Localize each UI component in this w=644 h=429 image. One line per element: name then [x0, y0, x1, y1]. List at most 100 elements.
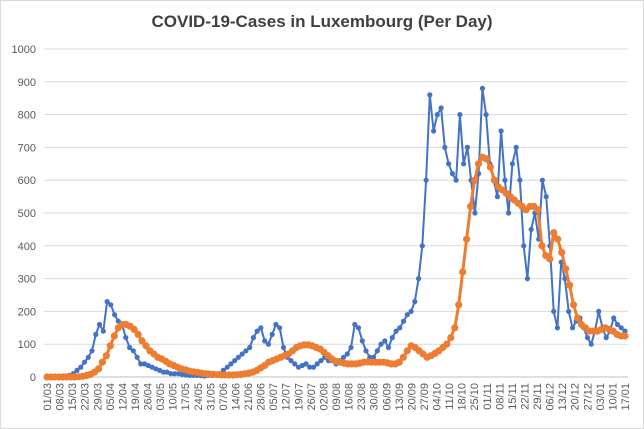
series-point-0	[551, 308, 557, 314]
series-point-1	[102, 352, 110, 360]
x-tick-label: 06/12	[545, 383, 557, 411]
series-point-1	[534, 206, 542, 214]
series-point-0	[134, 354, 140, 360]
series-point-0	[554, 325, 561, 331]
series-point-0	[277, 325, 283, 331]
series-point-0	[352, 321, 358, 328]
series-point-0	[123, 335, 129, 341]
series-point-1	[474, 160, 483, 168]
y-tick-label: 900	[18, 77, 36, 89]
series-point-0	[596, 308, 602, 314]
x-tick-label: 30/08	[369, 383, 381, 411]
series-point-1	[134, 330, 142, 338]
series-point-0	[307, 364, 313, 370]
series-point-1	[130, 325, 138, 333]
series-point-1	[447, 334, 455, 342]
series-point-1	[451, 324, 459, 332]
series-point-0	[517, 177, 523, 183]
series-point-0	[374, 348, 380, 354]
series-point-0	[108, 302, 114, 308]
series-point-0	[446, 161, 452, 167]
series-point-0	[479, 85, 485, 91]
series-point-1	[110, 332, 118, 340]
series-point-0	[464, 144, 470, 150]
x-tick-label: 18/10	[457, 383, 469, 411]
x-tick-label: 31/05	[205, 383, 217, 411]
series-point-0	[348, 344, 354, 351]
series-point-0	[427, 92, 433, 98]
series-point-0	[232, 358, 238, 364]
series-point-0	[453, 177, 459, 183]
series-point-0	[431, 128, 437, 134]
series-point-0	[566, 308, 572, 314]
series-point-0	[93, 331, 99, 337]
series-point-1	[550, 229, 558, 237]
x-tick-label: 29/11	[532, 383, 544, 410]
x-tick-label: 26/07	[306, 383, 318, 411]
x-tick-label: 14/06	[230, 383, 242, 411]
series-point-0	[168, 371, 174, 377]
x-tick-label: 09/08	[331, 383, 343, 411]
x-tick-label: 17/01	[620, 383, 632, 411]
series-point-0	[438, 105, 444, 111]
series-point-0	[96, 321, 103, 328]
series-point-1	[395, 358, 403, 366]
x-tick-label: 19/04	[130, 383, 142, 411]
series-point-1	[463, 235, 471, 243]
series-point-1	[554, 235, 562, 243]
series-point-0	[254, 328, 260, 334]
y-tick-label: 0	[30, 372, 36, 384]
x-tick-label: 22/03	[80, 383, 92, 411]
series-line-0	[47, 87, 626, 378]
y-tick-label: 1000	[12, 44, 36, 56]
series-point-0	[318, 358, 324, 364]
series-point-1	[558, 248, 566, 256]
series-point-0	[449, 171, 455, 177]
series-point-1	[486, 163, 494, 171]
series-point-1	[573, 314, 582, 322]
x-tick-label: 20/09	[406, 383, 418, 411]
series-point-0	[355, 325, 362, 331]
x-tick-label: 16/08	[344, 383, 356, 411]
series-point-0	[603, 335, 609, 341]
series-point-0	[314, 361, 320, 367]
series-point-1	[546, 255, 554, 263]
series-point-0	[235, 354, 241, 360]
series-point-1	[569, 301, 578, 309]
y-tick-label: 200	[18, 306, 36, 318]
series-point-0	[404, 312, 410, 318]
series-point-0	[472, 210, 478, 216]
series-point-0	[273, 321, 279, 328]
series-point-0	[85, 354, 91, 360]
x-tick-label: 22/11	[519, 383, 531, 410]
series-point-0	[292, 361, 298, 367]
series-point-0	[269, 331, 275, 337]
series-point-0	[494, 194, 500, 200]
series-point-0	[288, 358, 294, 364]
x-tick-label: 29/03	[92, 383, 104, 411]
y-tick-label: 400	[18, 241, 36, 253]
series-point-0	[81, 359, 88, 365]
x-tick-label: 01/11	[482, 383, 494, 410]
series-point-0	[539, 177, 546, 183]
series-point-1	[98, 358, 106, 366]
series-point-0	[74, 367, 80, 373]
series-point-1	[455, 301, 463, 309]
x-tick-label: 28/06	[256, 383, 268, 411]
x-tick-label: 01/03	[42, 383, 54, 411]
series-point-0	[524, 276, 531, 282]
series-point-0	[378, 341, 384, 347]
series-point-0	[513, 144, 519, 150]
series-point-0	[457, 112, 463, 118]
x-tick-label: 26/04	[143, 383, 155, 411]
series-point-1	[566, 281, 574, 289]
series-point-0	[303, 361, 309, 367]
series-point-0	[509, 161, 515, 167]
series-point-0	[401, 318, 407, 324]
series-point-0	[265, 341, 271, 347]
series-point-0	[243, 348, 249, 354]
x-tick-label: 13/12	[557, 383, 569, 411]
x-tick-label: 20/12	[570, 383, 582, 411]
series-point-0	[344, 351, 350, 357]
